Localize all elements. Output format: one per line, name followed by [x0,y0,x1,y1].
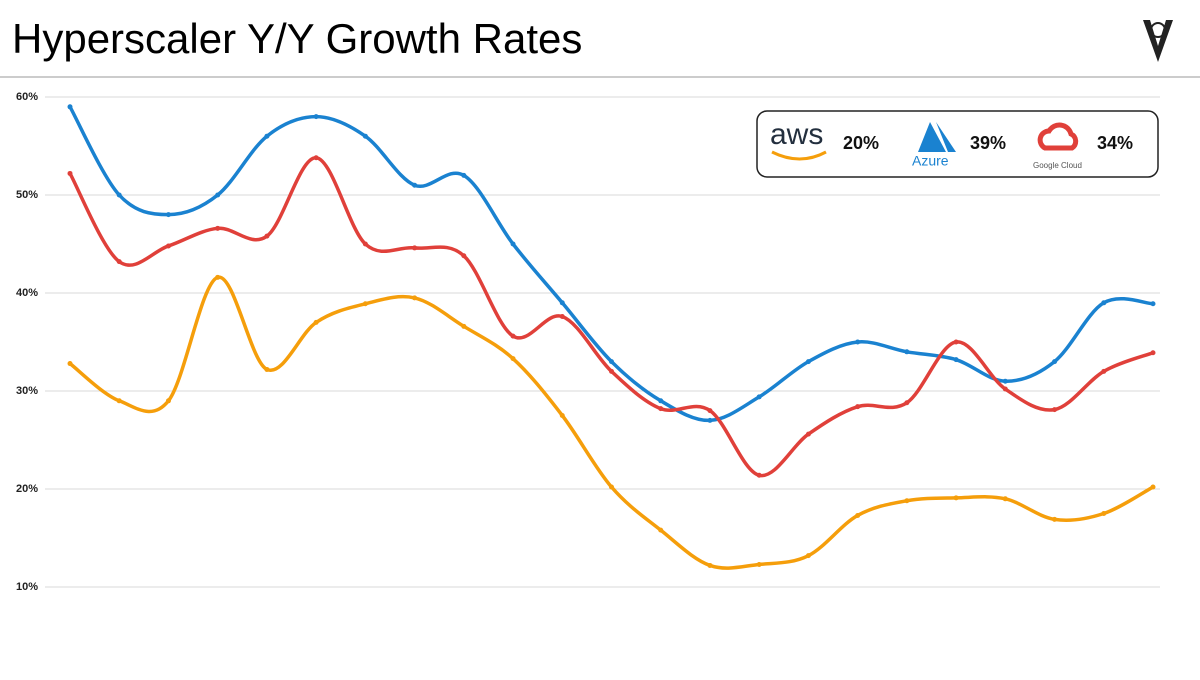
point [165,212,171,218]
point [116,259,122,265]
point [953,339,959,345]
point [1052,407,1058,413]
point [461,172,467,178]
point [264,233,270,239]
point [1052,516,1058,522]
point [805,553,811,559]
point [461,323,467,329]
point [264,133,270,139]
point [116,398,122,404]
point [362,241,368,247]
point [1002,386,1008,392]
point [1002,378,1008,384]
point [953,357,959,363]
series-line [68,156,1154,478]
point [362,133,368,139]
point [412,182,418,188]
point [609,484,614,490]
y-tick-label: 20% [16,483,38,495]
point [1052,359,1058,365]
point [461,253,467,259]
point [412,245,418,251]
legend-label: Azure [912,153,949,169]
point [215,225,221,231]
legend-swoosh [771,150,827,161]
point [313,319,319,325]
point [510,241,516,247]
point [559,413,565,418]
point [1150,301,1156,307]
point [707,562,713,568]
legend-icon [1037,122,1079,151]
point [756,394,762,400]
point [904,349,910,355]
point [658,398,664,404]
point [1101,300,1107,306]
point [855,339,861,345]
point [67,361,73,367]
point [1150,484,1156,490]
point [904,400,910,406]
point [658,406,664,412]
point [510,333,516,339]
point [165,398,171,404]
point [756,561,762,567]
point [215,192,221,198]
point [658,527,664,533]
point [559,300,565,306]
point [1101,511,1107,516]
point [313,155,319,161]
series-line [68,105,1154,423]
chart-title: Hyperscaler Y/Y Growth Rates [12,15,582,62]
point [67,104,73,110]
y-tick-label: 30% [16,385,38,397]
point [707,408,713,414]
y-tick-label: 50% [16,189,38,201]
point [855,512,861,518]
y-tick-label: 10% [16,581,38,593]
point [1101,368,1107,374]
point [953,495,959,501]
point [609,359,614,365]
y-tick-label: 40% [16,287,38,299]
point [116,192,122,198]
point [264,366,270,372]
point [510,356,516,362]
legend-label: Google Cloud [1033,161,1082,170]
point [313,114,319,120]
point [362,301,368,307]
point [67,170,73,176]
legend-value: 20% [843,133,879,153]
legend-value: 34% [1097,133,1133,153]
point [805,431,811,437]
point [1002,496,1008,502]
brand-logo [1143,20,1173,62]
legend-label: aws [770,118,823,151]
point [1150,350,1156,356]
point [165,243,171,249]
legend-icon [918,122,956,152]
point [609,368,614,374]
point [855,404,861,410]
point [805,359,811,365]
legend-value: 39% [970,133,1006,153]
point [412,295,418,301]
series-line [68,275,1154,570]
point [215,274,221,280]
y-tick-label: 60% [16,91,38,103]
point [904,498,910,504]
point [559,314,565,320]
point [756,472,762,478]
point [707,417,713,423]
